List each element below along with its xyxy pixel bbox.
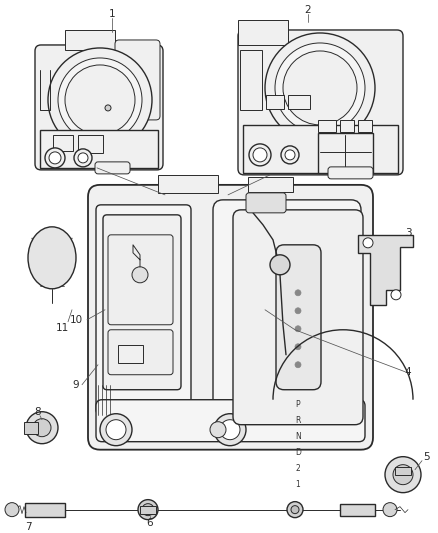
Bar xyxy=(238,20,288,45)
Circle shape xyxy=(285,150,295,160)
Bar xyxy=(78,135,103,153)
Bar xyxy=(288,95,310,109)
Circle shape xyxy=(132,267,148,283)
Bar xyxy=(243,125,398,173)
Circle shape xyxy=(220,419,240,440)
Bar xyxy=(24,422,38,434)
Circle shape xyxy=(385,457,421,492)
Circle shape xyxy=(45,148,65,168)
Text: 11: 11 xyxy=(55,323,69,333)
FancyBboxPatch shape xyxy=(103,215,181,390)
Circle shape xyxy=(295,308,301,314)
Bar xyxy=(140,506,156,514)
Circle shape xyxy=(265,33,375,143)
Bar xyxy=(25,503,65,516)
FancyBboxPatch shape xyxy=(88,185,373,450)
FancyBboxPatch shape xyxy=(108,330,173,375)
FancyBboxPatch shape xyxy=(96,205,191,415)
FancyBboxPatch shape xyxy=(96,400,365,442)
Text: 2: 2 xyxy=(305,5,311,15)
FancyBboxPatch shape xyxy=(95,162,130,174)
Circle shape xyxy=(74,149,92,167)
FancyBboxPatch shape xyxy=(238,30,403,175)
Polygon shape xyxy=(358,235,413,305)
Text: 5: 5 xyxy=(423,451,429,462)
Circle shape xyxy=(214,414,246,446)
Circle shape xyxy=(391,290,401,300)
Circle shape xyxy=(26,411,58,443)
Circle shape xyxy=(295,326,301,332)
Circle shape xyxy=(295,362,301,368)
Text: 6: 6 xyxy=(147,518,153,528)
Text: P
R
N
D
2
1: P R N D 2 1 xyxy=(295,400,301,489)
Circle shape xyxy=(291,506,299,514)
Circle shape xyxy=(275,43,365,133)
Circle shape xyxy=(58,58,142,142)
Circle shape xyxy=(142,504,154,515)
Text: 7: 7 xyxy=(25,522,31,531)
Bar xyxy=(358,120,372,132)
Circle shape xyxy=(65,65,135,135)
Circle shape xyxy=(106,419,126,440)
Text: 8: 8 xyxy=(35,407,41,417)
Bar xyxy=(248,177,293,192)
Bar xyxy=(395,467,411,475)
Text: 9: 9 xyxy=(73,379,79,390)
Bar xyxy=(40,130,158,168)
Bar xyxy=(340,504,375,515)
Circle shape xyxy=(48,48,152,152)
Circle shape xyxy=(249,144,271,166)
Circle shape xyxy=(383,503,397,516)
Bar xyxy=(340,120,354,132)
Circle shape xyxy=(287,502,303,518)
Circle shape xyxy=(78,153,88,163)
Circle shape xyxy=(253,148,267,162)
Bar xyxy=(318,133,373,173)
Circle shape xyxy=(295,290,301,296)
Circle shape xyxy=(100,414,132,446)
Circle shape xyxy=(5,503,19,516)
FancyBboxPatch shape xyxy=(276,245,321,390)
Text: 10: 10 xyxy=(70,315,82,325)
Text: 4: 4 xyxy=(405,367,411,377)
FancyBboxPatch shape xyxy=(246,193,286,213)
FancyBboxPatch shape xyxy=(35,45,163,170)
FancyBboxPatch shape xyxy=(213,200,361,427)
Circle shape xyxy=(138,499,158,520)
Circle shape xyxy=(393,465,413,484)
Circle shape xyxy=(210,422,226,438)
Text: 1: 1 xyxy=(109,9,115,19)
Circle shape xyxy=(33,419,51,437)
Circle shape xyxy=(363,238,373,248)
Circle shape xyxy=(281,146,299,164)
Bar xyxy=(240,50,262,110)
Ellipse shape xyxy=(28,227,76,289)
Bar xyxy=(65,30,115,50)
Circle shape xyxy=(49,152,61,164)
Bar xyxy=(318,120,336,132)
Circle shape xyxy=(270,255,290,275)
Circle shape xyxy=(283,51,357,125)
Bar xyxy=(118,345,143,363)
FancyBboxPatch shape xyxy=(115,40,160,120)
Circle shape xyxy=(105,105,111,111)
FancyBboxPatch shape xyxy=(108,235,173,325)
FancyBboxPatch shape xyxy=(328,167,373,179)
Bar xyxy=(158,175,218,193)
FancyBboxPatch shape xyxy=(233,210,363,425)
Bar xyxy=(266,95,284,109)
Bar xyxy=(53,135,73,151)
Circle shape xyxy=(295,344,301,350)
Text: 3: 3 xyxy=(405,228,411,238)
